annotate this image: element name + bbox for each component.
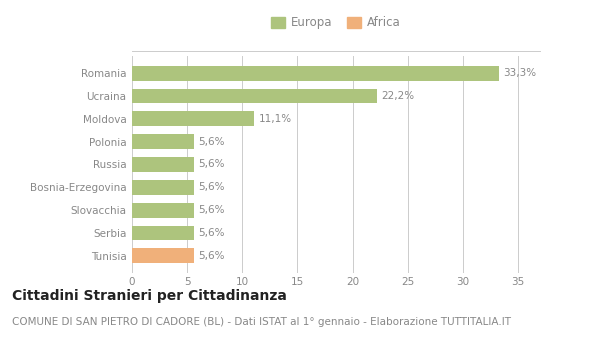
Text: COMUNE DI SAN PIETRO DI CADORE (BL) - Dati ISTAT al 1° gennaio - Elaborazione TU: COMUNE DI SAN PIETRO DI CADORE (BL) - Da… (12, 317, 511, 327)
Text: Cittadini Stranieri per Cittadinanza: Cittadini Stranieri per Cittadinanza (12, 289, 287, 303)
Bar (132, 134, 194, 149)
Text: 5,6%: 5,6% (198, 205, 224, 215)
Text: 33,3%: 33,3% (503, 68, 537, 78)
Bar (132, 180, 194, 195)
Bar (132, 203, 194, 217)
Text: 11,1%: 11,1% (259, 114, 292, 124)
Bar (132, 248, 194, 263)
Text: 22,2%: 22,2% (381, 91, 415, 101)
Text: 5,6%: 5,6% (198, 251, 224, 261)
Bar (132, 225, 194, 240)
Text: 5,6%: 5,6% (198, 137, 224, 147)
Text: 5,6%: 5,6% (198, 160, 224, 169)
Bar (132, 157, 194, 172)
Bar (132, 66, 499, 81)
Bar (132, 112, 254, 126)
Text: 5,6%: 5,6% (198, 182, 224, 192)
Bar (132, 89, 377, 104)
Text: 5,6%: 5,6% (198, 228, 224, 238)
Legend: Europa, Africa: Europa, Africa (268, 13, 404, 33)
